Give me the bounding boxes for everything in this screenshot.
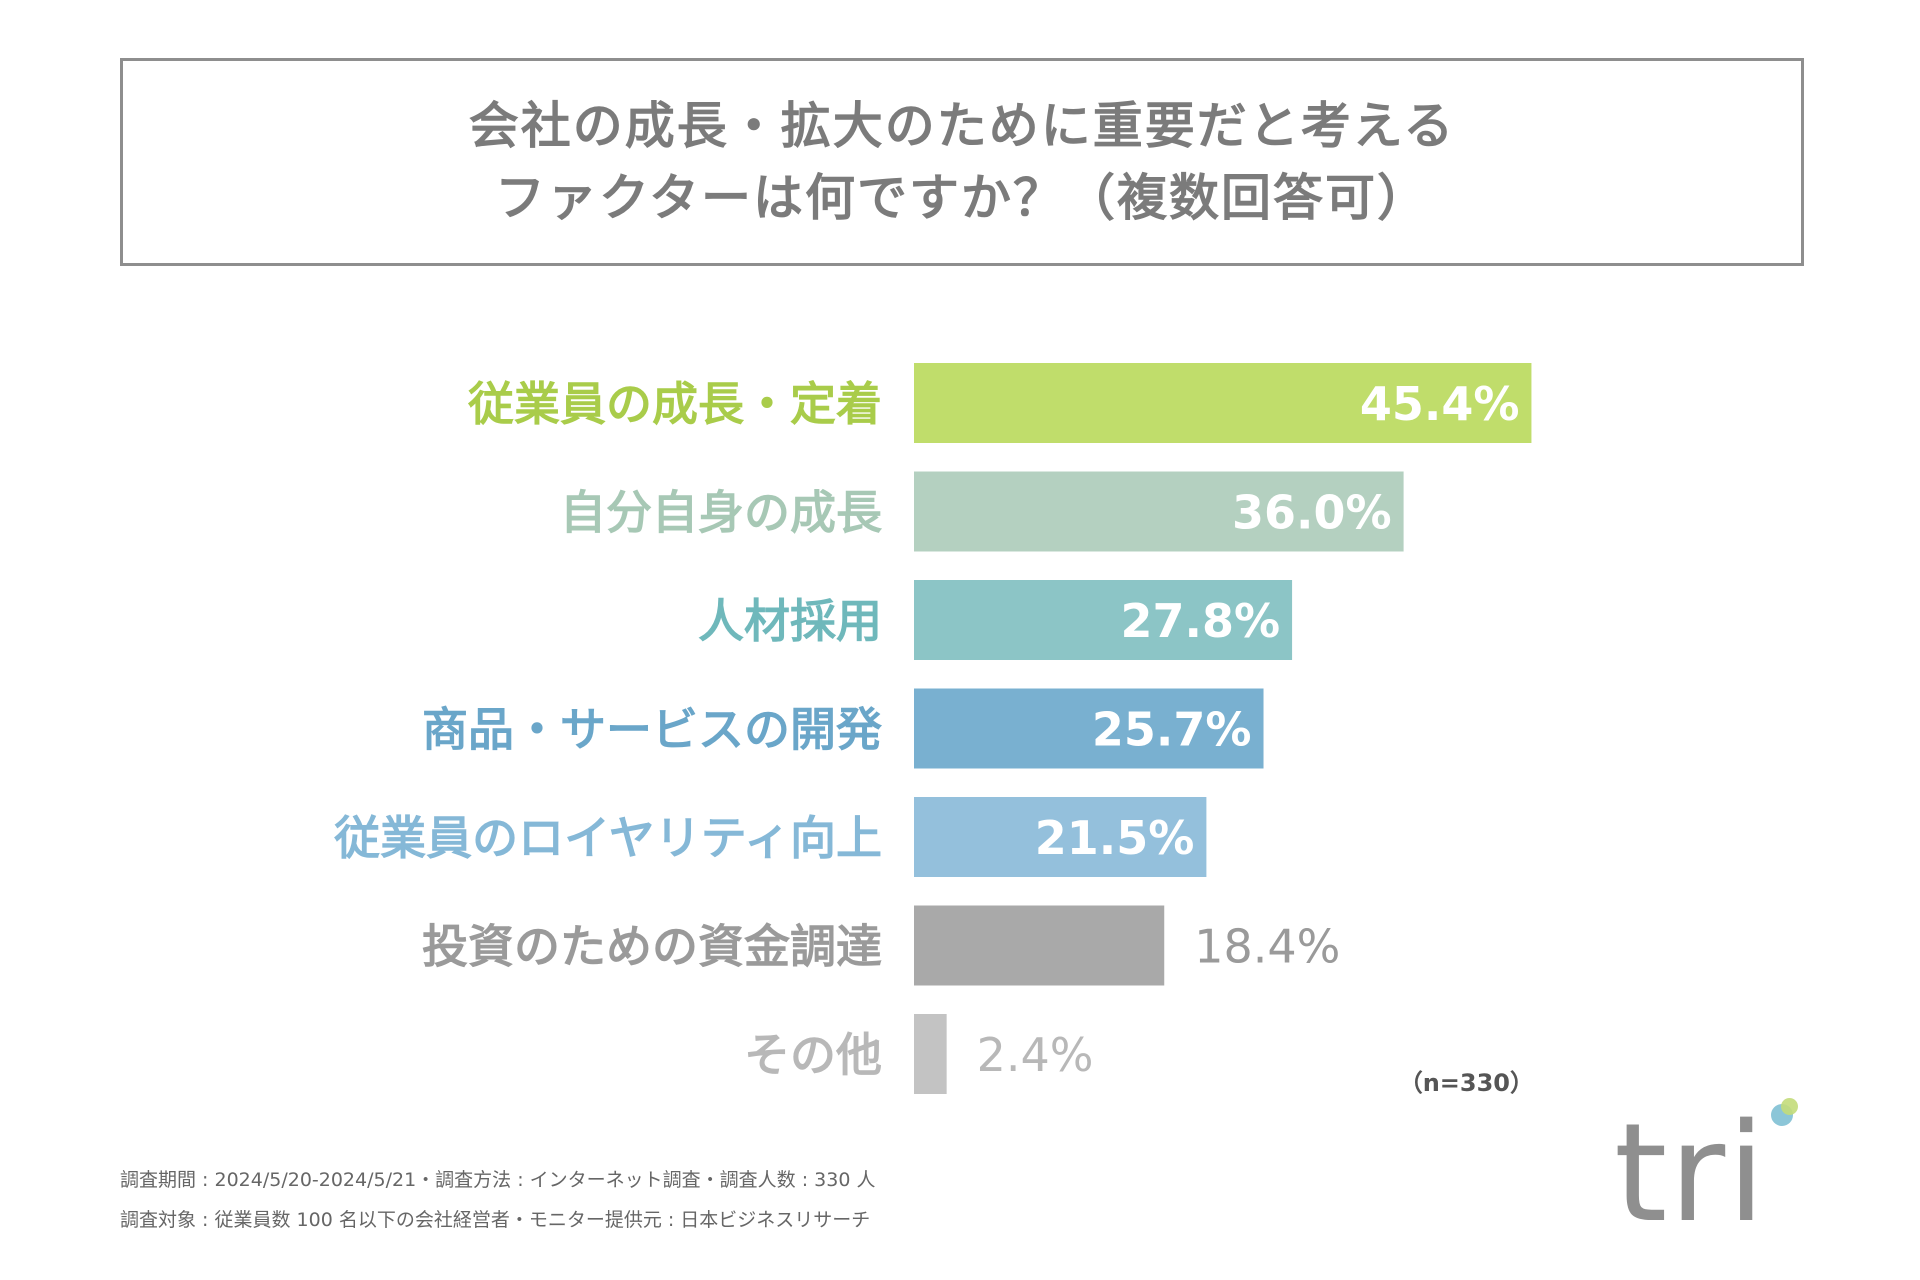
category-label-5: 投資のための資金調達 — [422, 920, 882, 974]
category-label-2: 人材採用 — [698, 594, 882, 648]
title-line-2: ファクターは何ですか？（複数回答可） — [495, 169, 1429, 227]
bar-4 — [914, 797, 1207, 877]
bar-0 — [914, 363, 1532, 443]
bar-5 — [914, 905, 1165, 986]
bar-6 — [914, 1014, 947, 1094]
bar-2 — [914, 580, 1293, 660]
survey-note-period: 調査期間 : 2024/5/20-2024/5/21・調査方法 : インターネッ… — [120, 1169, 876, 1191]
title-box: 会社の成長・拡大のために重要だと考える ファクターは何ですか？（複数回答可） — [120, 58, 1804, 266]
bar-3 — [914, 688, 1264, 769]
category-label-0: 従業員の成長・定着 — [467, 377, 882, 431]
value-label-3: 25.7% — [1092, 703, 1252, 757]
value-label-2: 27.8% — [1120, 594, 1280, 648]
value-label-5: 18.4% — [1194, 920, 1340, 974]
survey-note-target: 調査対象 : 従業員数 100 名以下の会社経営者・モニター提供元 : 日本ビジ… — [120, 1209, 871, 1231]
value-label-6: 2.4% — [977, 1028, 1094, 1082]
value-label-1: 36.0% — [1232, 486, 1392, 540]
value-label-0: 45.4% — [1360, 377, 1520, 431]
category-label-4: 従業員のロイヤリティ向上 — [333, 811, 882, 865]
logo-dot-green — [1781, 1098, 1798, 1115]
tri-logo: tri — [1614, 1098, 1804, 1242]
logo-text: tri — [1614, 1095, 1768, 1253]
category-label-3: 商品・サービスの開発 — [422, 703, 883, 757]
category-label-6: その他 — [744, 1028, 882, 1082]
category-label-1: 自分自身の成長 — [560, 486, 883, 540]
title-line-1: 会社の成長・拡大のために重要だと考える — [468, 97, 1456, 155]
value-label-4: 21.5% — [1035, 811, 1195, 865]
bar-1 — [914, 471, 1404, 552]
sample-size-label: （n=330） — [1399, 1069, 1534, 1097]
